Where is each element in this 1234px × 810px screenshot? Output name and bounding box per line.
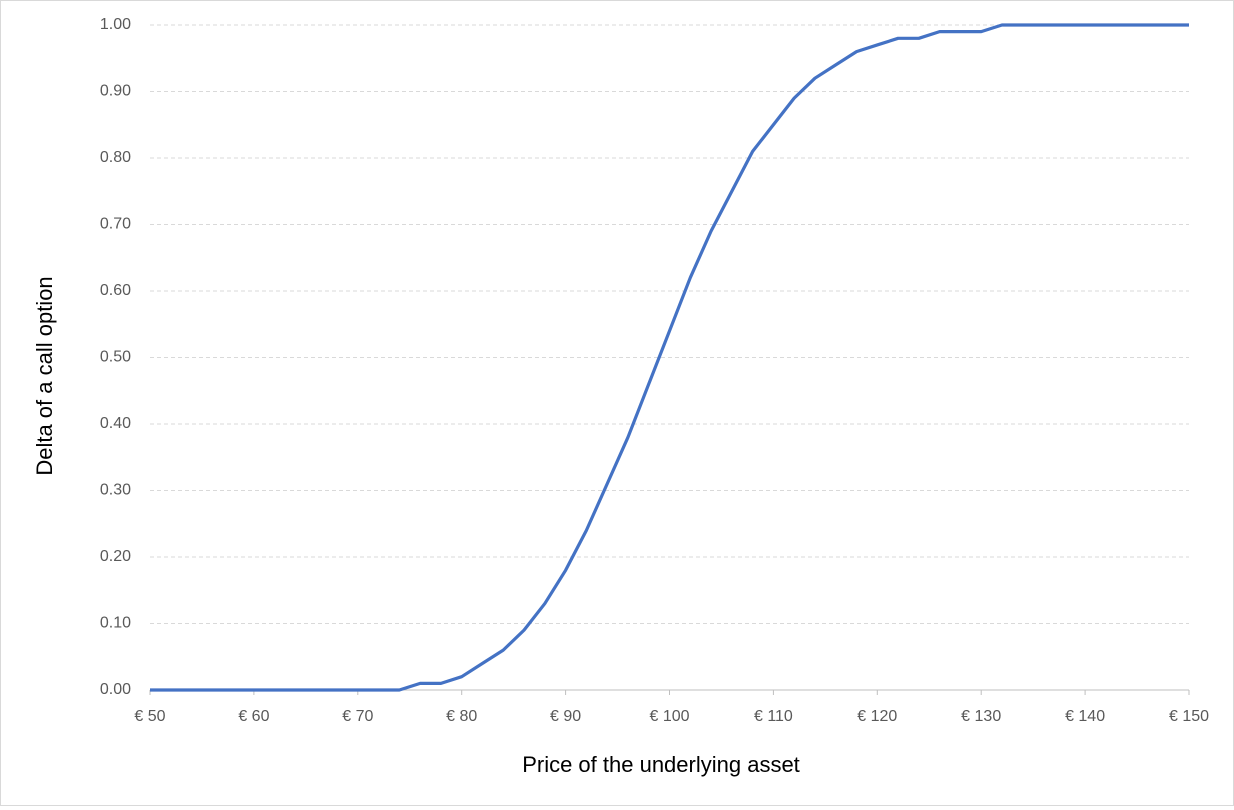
y-tick-label: 0.80: [100, 149, 131, 166]
y-tick-label: 0.70: [100, 216, 131, 233]
x-tick-label: € 140: [1065, 708, 1105, 725]
x-tick-label: € 110: [754, 708, 793, 725]
y-tick-label: 0.20: [100, 548, 131, 565]
y-axis-title: Delta of a call option: [32, 276, 57, 475]
y-tick-label: 0.50: [100, 349, 131, 366]
x-tick-label: € 60: [238, 708, 269, 725]
x-tick-label: € 80: [446, 708, 477, 725]
y-tick-label: 0.10: [100, 615, 131, 632]
x-tick-label: € 70: [342, 708, 373, 725]
x-tick-label: € 150: [1169, 708, 1209, 725]
y-tick-label: 0.30: [100, 482, 131, 499]
data-line: [150, 23, 1189, 692]
x-tick-label: € 130: [961, 708, 1001, 725]
y-tick-label: 0.60: [100, 282, 131, 299]
x-tick-label: € 100: [649, 708, 689, 725]
y-tick-label: 1.00: [100, 16, 131, 33]
y-tick-label: 0.40: [100, 415, 131, 432]
y-tick-label: 0.90: [100, 83, 131, 100]
y-tick-label: 0.00: [100, 681, 131, 698]
x-axis-title: Price of the underlying asset: [522, 752, 800, 777]
x-tick-label: € 50: [134, 708, 165, 725]
x-tick-label: € 90: [550, 708, 581, 725]
x-tick-label: € 120: [857, 708, 897, 725]
